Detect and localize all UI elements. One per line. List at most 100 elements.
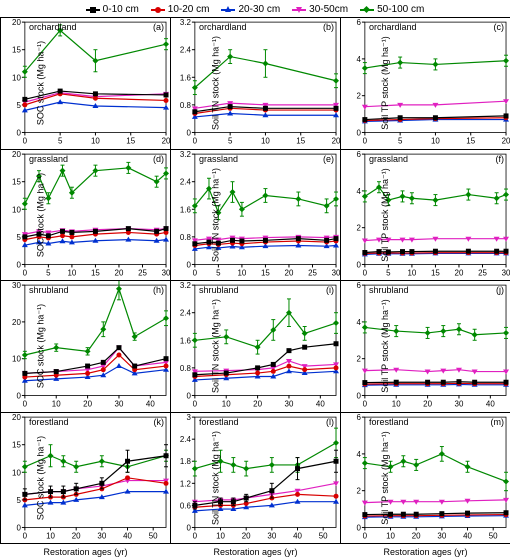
svg-text:0: 0 xyxy=(186,260,191,269)
x-axis-label: Restoration ages (yr) xyxy=(43,547,127,557)
panel-d: 05101520253005101520SOC stock (Mg ha⁻¹)g… xyxy=(0,149,171,282)
svg-text:2.4: 2.4 xyxy=(180,46,192,55)
svg-text:40: 40 xyxy=(463,531,472,540)
svg-text:0: 0 xyxy=(363,399,368,408)
svg-text:6: 6 xyxy=(356,413,361,422)
legend-label: 20-30 cm xyxy=(238,4,280,15)
svg-text:2: 2 xyxy=(356,355,361,364)
panel-title: forestland xyxy=(369,417,409,427)
svg-text:30: 30 xyxy=(455,399,464,408)
y-axis-label: SOC stock (Mg ha⁻¹) xyxy=(36,173,47,257)
y-axis-label: Soil TP stock (Mg ha⁻¹) xyxy=(380,300,391,393)
svg-text:0.8: 0.8 xyxy=(180,101,192,110)
panel-letter: (a) xyxy=(153,22,164,32)
svg-text:15: 15 xyxy=(466,136,475,145)
svg-text:2.4: 2.4 xyxy=(180,435,192,444)
legend-item: 30-50cm xyxy=(292,4,348,15)
svg-text:10: 10 xyxy=(261,136,270,145)
svg-text:15: 15 xyxy=(12,177,21,186)
svg-text:20: 20 xyxy=(12,318,21,327)
y-axis-label: Soil TN stock (Mg ha⁻¹) xyxy=(211,431,222,525)
legend-item: 10-20 cm xyxy=(151,4,210,15)
svg-text:10: 10 xyxy=(91,136,100,145)
svg-text:50: 50 xyxy=(489,531,498,540)
svg-text:0: 0 xyxy=(193,399,198,408)
svg-text:3.2: 3.2 xyxy=(180,18,192,27)
svg-text:3: 3 xyxy=(186,413,191,422)
legend-label: 50-100 cm xyxy=(377,4,424,15)
panel-title: grassland xyxy=(369,154,408,164)
svg-text:2.4: 2.4 xyxy=(180,177,192,186)
svg-text:20: 20 xyxy=(72,531,81,540)
svg-text:30: 30 xyxy=(502,268,510,277)
x-axis-label: Restoration ages (yr) xyxy=(383,547,467,557)
panel-c: 051015200246Soil TP stock (Mg ha⁻¹)orcha… xyxy=(340,17,510,150)
svg-text:20: 20 xyxy=(12,150,21,159)
svg-text:5: 5 xyxy=(386,268,391,277)
y-axis-label: Soil TN stock (Mg ha⁻¹) xyxy=(211,36,222,130)
panel-title: orchardland xyxy=(369,22,417,32)
svg-text:20: 20 xyxy=(502,136,510,145)
panel-k: 0102030405005101520SOC stock (Mg ha⁻¹)Re… xyxy=(0,412,171,545)
svg-text:20: 20 xyxy=(285,268,294,277)
svg-text:0: 0 xyxy=(356,260,361,269)
panel-h: 0102030400102030SOC stock (Mg ha⁻¹)shrub… xyxy=(0,280,171,413)
svg-text:40: 40 xyxy=(123,531,132,540)
svg-text:10: 10 xyxy=(431,136,440,145)
svg-text:20: 20 xyxy=(423,399,432,408)
svg-text:6: 6 xyxy=(356,281,361,290)
y-axis-label: SOC stock (Mg ha⁻¹) xyxy=(36,304,47,388)
y-axis-label: Soil TP stock (Mg ha⁻¹) xyxy=(380,37,391,130)
panel-title: shrubland xyxy=(29,285,69,295)
svg-text:10: 10 xyxy=(67,268,76,277)
legend-item: 0-10 cm xyxy=(86,4,139,15)
svg-text:15: 15 xyxy=(91,268,100,277)
panel-b: 0510152000.81.62.43.2Soil TN stock (Mg h… xyxy=(170,17,341,150)
svg-text:20: 20 xyxy=(83,399,92,408)
svg-text:0: 0 xyxy=(23,136,28,145)
svg-text:2.4: 2.4 xyxy=(180,309,192,318)
svg-text:0: 0 xyxy=(186,523,191,532)
svg-text:10: 10 xyxy=(392,399,401,408)
svg-text:0: 0 xyxy=(363,136,368,145)
legend-item: 20-30 cm xyxy=(221,4,280,15)
svg-text:15: 15 xyxy=(296,136,305,145)
svg-text:30: 30 xyxy=(332,268,340,277)
panel-letter: (k) xyxy=(154,417,165,427)
y-axis-label: SOC stock (Mg ha⁻¹) xyxy=(36,436,47,520)
svg-text:0: 0 xyxy=(186,391,191,400)
panel-letter: (c) xyxy=(494,22,505,32)
svg-text:20: 20 xyxy=(412,531,421,540)
svg-text:20: 20 xyxy=(12,18,21,27)
svg-text:10: 10 xyxy=(12,205,21,214)
svg-text:10: 10 xyxy=(46,531,55,540)
svg-text:15: 15 xyxy=(126,136,135,145)
svg-text:2: 2 xyxy=(356,486,361,495)
svg-text:0: 0 xyxy=(186,128,191,137)
svg-text:1.2: 1.2 xyxy=(180,479,192,488)
svg-text:0: 0 xyxy=(193,136,198,145)
svg-text:30: 30 xyxy=(97,531,106,540)
svg-text:10: 10 xyxy=(222,399,231,408)
svg-text:0.8: 0.8 xyxy=(180,232,192,241)
panel-title: orchardland xyxy=(29,22,77,32)
svg-text:0: 0 xyxy=(363,268,368,277)
svg-text:50: 50 xyxy=(149,531,158,540)
svg-text:0: 0 xyxy=(356,523,361,532)
svg-text:2: 2 xyxy=(356,92,361,101)
svg-text:10: 10 xyxy=(407,268,416,277)
svg-text:30: 30 xyxy=(267,531,276,540)
legend-item: 50-100 cm xyxy=(360,4,424,15)
panel-m: 010203040500246Soil TP stock (Mg ha⁻¹)Re… xyxy=(340,412,510,545)
svg-text:1.6: 1.6 xyxy=(180,73,192,82)
legend-label: 30-50cm xyxy=(309,4,348,15)
svg-text:0: 0 xyxy=(23,268,28,277)
svg-text:0: 0 xyxy=(16,128,21,137)
svg-text:10: 10 xyxy=(237,268,246,277)
svg-text:40: 40 xyxy=(316,399,325,408)
panel-e: 05101520253000.81.62.43.2Soil TN stock (… xyxy=(170,149,341,282)
svg-text:30: 30 xyxy=(437,531,446,540)
svg-text:6: 6 xyxy=(356,18,361,27)
panel-letter: (d) xyxy=(153,154,164,164)
svg-text:20: 20 xyxy=(115,268,124,277)
